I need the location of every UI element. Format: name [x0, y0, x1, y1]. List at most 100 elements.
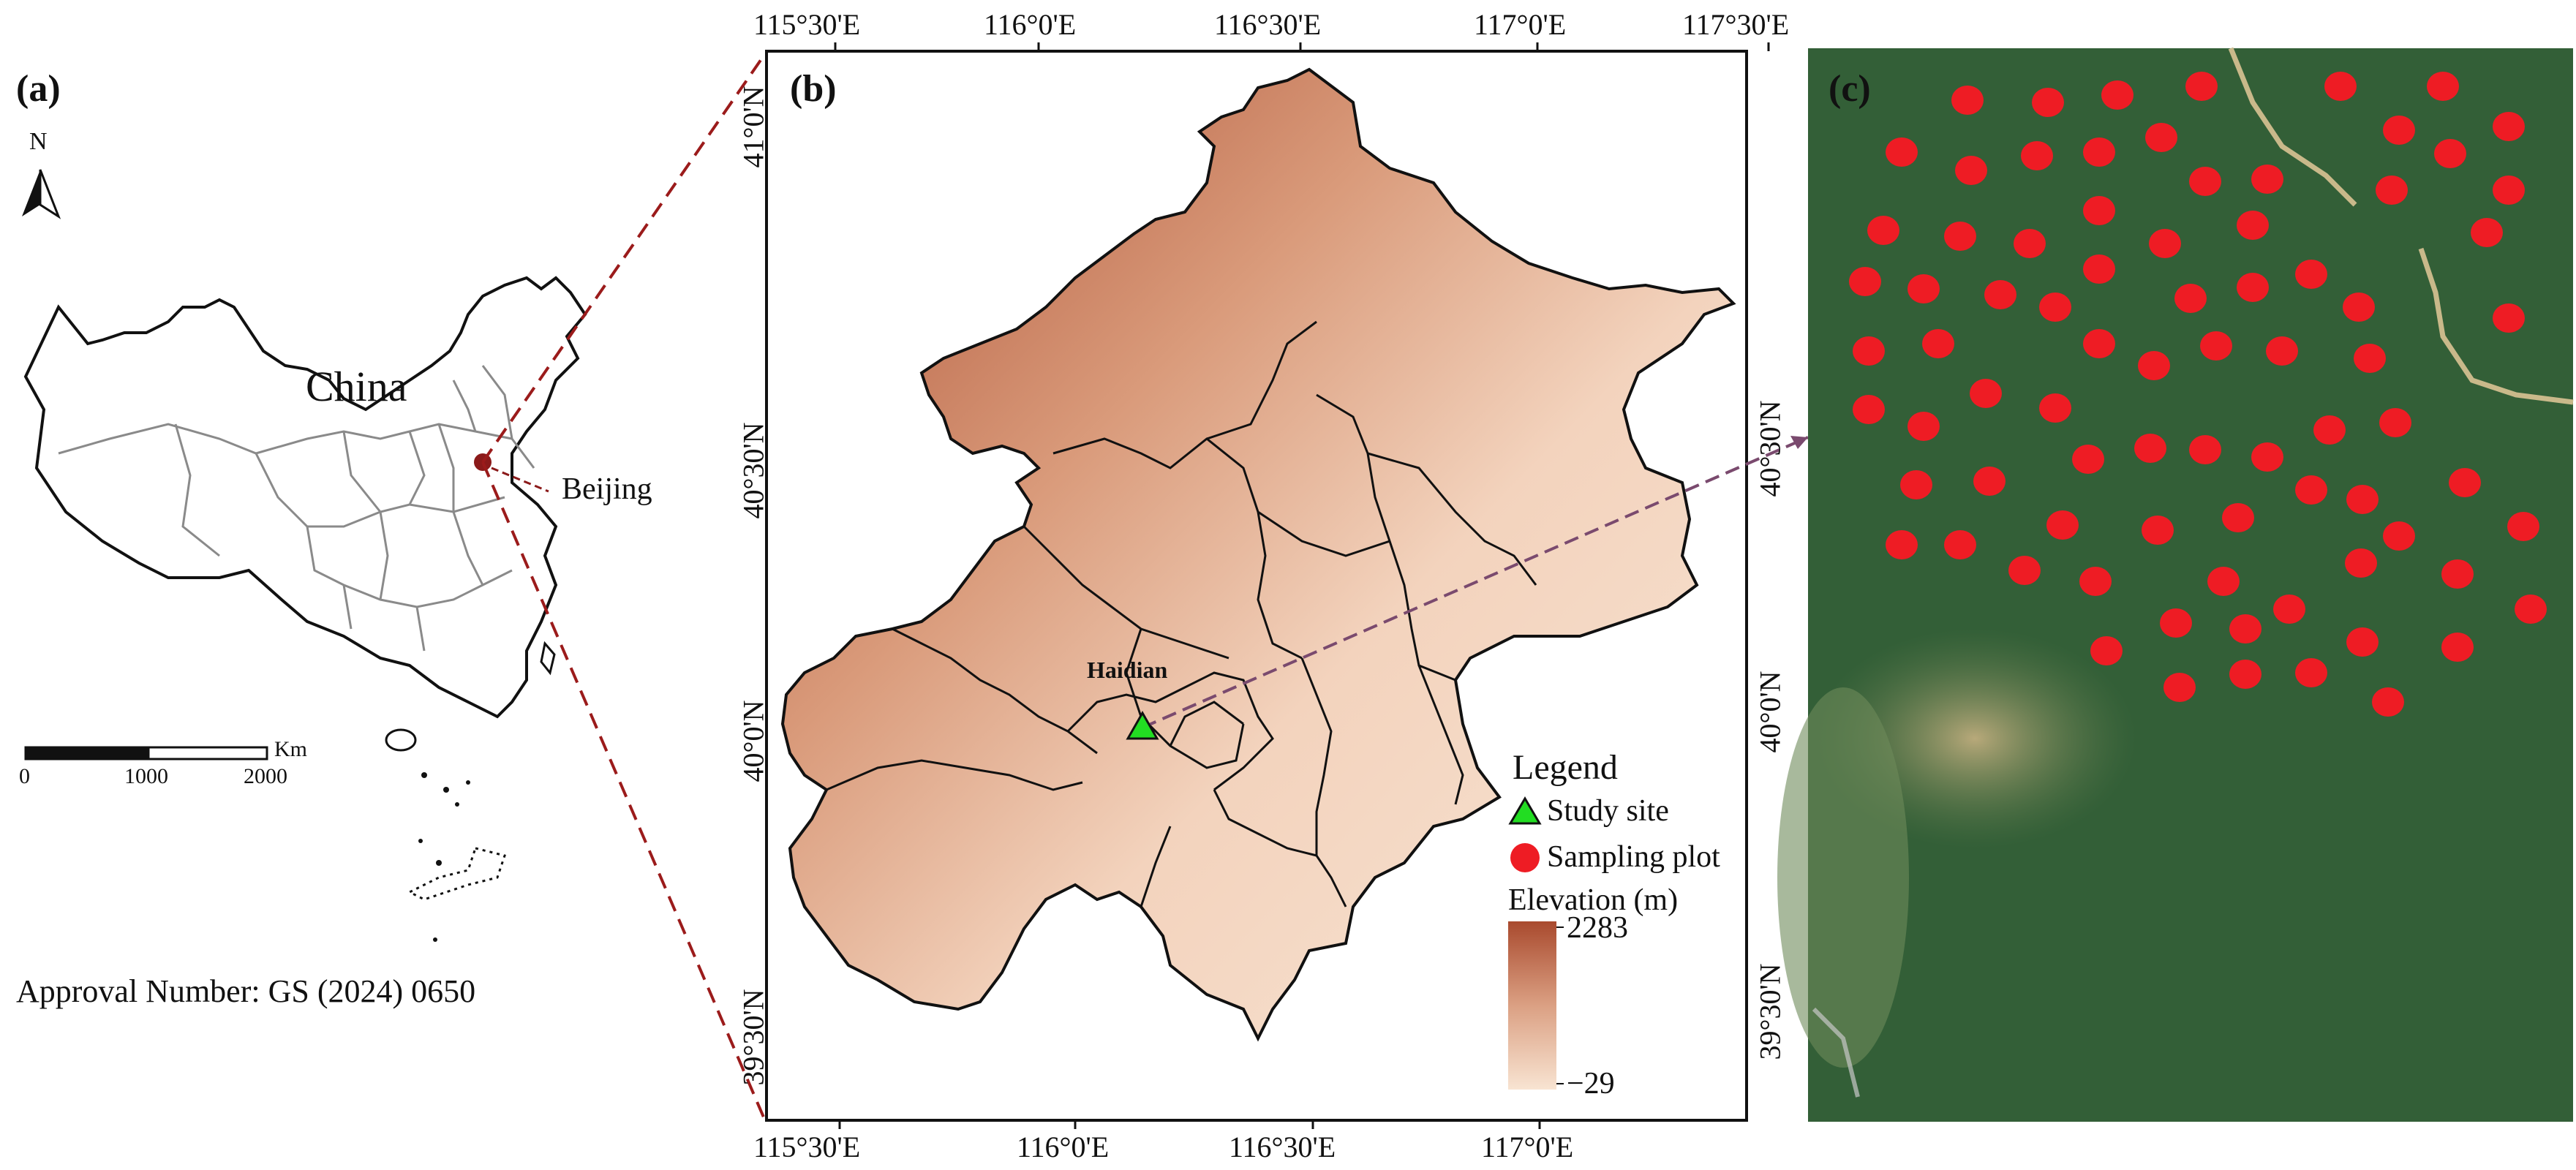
- sampling-plot-72: [2160, 608, 2192, 638]
- sampling-plot-26: [1849, 267, 1881, 296]
- sampling-plot-18: [1944, 222, 1976, 251]
- sampling-plot-54: [1900, 470, 1932, 499]
- sampling-plot-33: [2295, 260, 2327, 289]
- scale-tick-2000: 2000: [244, 764, 287, 788]
- legend-sampling-plot-icon: [1510, 843, 1540, 872]
- sampling-plot-38: [1970, 379, 2002, 408]
- sampling-plot-10: [2083, 137, 2115, 167]
- sampling-plot-19: [2014, 229, 2046, 258]
- study-site-marker: [1126, 710, 1159, 740]
- sampling-plot-71: [2515, 595, 2547, 624]
- sampling-plot-59: [2295, 475, 2327, 505]
- elevation-colorbar: [1508, 921, 1556, 1090]
- legend-study-site: Study site: [1547, 794, 1669, 828]
- sampling-plot-76: [2346, 627, 2379, 657]
- sampling-plot-17: [1867, 216, 1899, 245]
- sampling-plot-12: [2189, 167, 2221, 196]
- sampling-plot-51: [2313, 415, 2346, 445]
- sampling-plot-15: [2434, 139, 2466, 168]
- north-label: N: [29, 128, 48, 155]
- sampling-plot-69: [2345, 548, 2377, 578]
- top-tick-2: 116°0'E: [984, 8, 1077, 41]
- sampling-plot-21: [2149, 229, 2181, 258]
- beijing-region: [780, 67, 1736, 1042]
- sampling-plot-60: [2346, 485, 2379, 514]
- sampling-plot-23: [2376, 176, 2408, 205]
- sampling-plot-14: [2383, 116, 2415, 145]
- sampling-plot-9: [2021, 141, 2053, 170]
- sampling-plot-65: [2008, 556, 2041, 585]
- sampling-plot-39: [2039, 393, 2071, 423]
- sampling-plot-80: [2372, 687, 2404, 717]
- sampling-plot-1: [1951, 86, 1984, 115]
- sampling-plot-41: [2138, 351, 2170, 380]
- sampling-plot-35: [2493, 303, 2525, 333]
- sampling-plot-47: [2072, 445, 2104, 474]
- sampling-plot-77: [2441, 633, 2474, 662]
- sampling-plot-52: [2379, 408, 2411, 437]
- scale-bar: [24, 746, 268, 760]
- sampling-plot-75: [2295, 658, 2327, 687]
- scale-tick-1000: 1000: [124, 764, 168, 788]
- top-tick-4: 117°0'E: [1474, 8, 1567, 41]
- top-tick-5: 117°30'E: [1682, 8, 1790, 41]
- sampling-plot-34: [2343, 292, 2375, 322]
- sampling-plot-28: [1984, 280, 2016, 309]
- sampling-plot-66: [2079, 567, 2112, 596]
- sampling-plot-31: [2174, 284, 2207, 313]
- bottom-tick-3: 116°30'E: [1229, 1131, 1336, 1163]
- sampling-plot-13: [2251, 165, 2283, 194]
- legend-elev-min: −29: [1567, 1067, 1615, 1101]
- sampling-plot-32: [2237, 273, 2269, 302]
- district-label-haidian: Haidian: [1087, 657, 1168, 683]
- bottom-tick-1: 115°30'E: [753, 1131, 861, 1163]
- sampling-plot-64: [1944, 530, 1976, 559]
- sampling-plot-74: [2229, 614, 2261, 644]
- sampling-plot-73: [2090, 636, 2123, 665]
- sampling-plot-42: [2200, 331, 2232, 361]
- sampling-plot-36: [1853, 336, 1885, 366]
- scale-unit: Km: [274, 737, 307, 761]
- sampling-plot-49: [2189, 435, 2221, 464]
- sampling-plot-2: [2032, 88, 2064, 117]
- sampling-plot-62: [2507, 512, 2539, 541]
- approval-number: Approval Number: GS (2024) 0650: [16, 973, 476, 1009]
- sampling-plot-5: [2324, 72, 2357, 101]
- panel-c-label: (c): [1829, 68, 1871, 110]
- sampling-plot-29: [2039, 292, 2071, 322]
- sampling-plot-25: [2493, 176, 2525, 205]
- sampling-plot-68: [2273, 595, 2305, 624]
- sampling-plot-79: [2229, 660, 2261, 689]
- sampling-plot-16: [2493, 112, 2525, 141]
- sampling-plot-56: [2046, 510, 2079, 540]
- sampling-plot-61: [2383, 521, 2415, 551]
- city-label: Beijing: [562, 472, 652, 506]
- sampling-plot-58: [2222, 503, 2254, 532]
- sampling-plot-37: [1922, 329, 1954, 358]
- sampling-plot-8: [1955, 156, 1987, 185]
- bottom-tick-2: 116°0'E: [1017, 1131, 1110, 1163]
- sampling-plot-4: [2185, 72, 2218, 101]
- sampling-plot-70: [2441, 559, 2474, 589]
- sampling-plot-22: [2237, 211, 2269, 240]
- scale-tick-0: 0: [19, 764, 30, 788]
- sampling-plot-53: [2449, 468, 2481, 497]
- sampling-plot-6: [2427, 72, 2459, 101]
- sampling-plot-30: [2083, 254, 2115, 284]
- sampling-plots: [1849, 72, 2547, 717]
- legend-elev-max: 2283: [1567, 911, 1628, 945]
- panel-a-label: (a): [16, 68, 61, 110]
- sampling-plot-27: [1907, 274, 1940, 303]
- sampling-plot-45: [1853, 395, 1885, 424]
- panel-b-label: (b): [790, 68, 837, 110]
- sampling-plot-11: [2145, 123, 2177, 152]
- sampling-plot-43: [2266, 336, 2298, 366]
- china-outline: [23, 276, 587, 942]
- top-tick-1: 115°30'E: [753, 8, 861, 41]
- north-arrow-icon: [22, 169, 61, 219]
- sampling-plot-63: [1886, 530, 1918, 559]
- sampling-plot-40: [2083, 329, 2115, 358]
